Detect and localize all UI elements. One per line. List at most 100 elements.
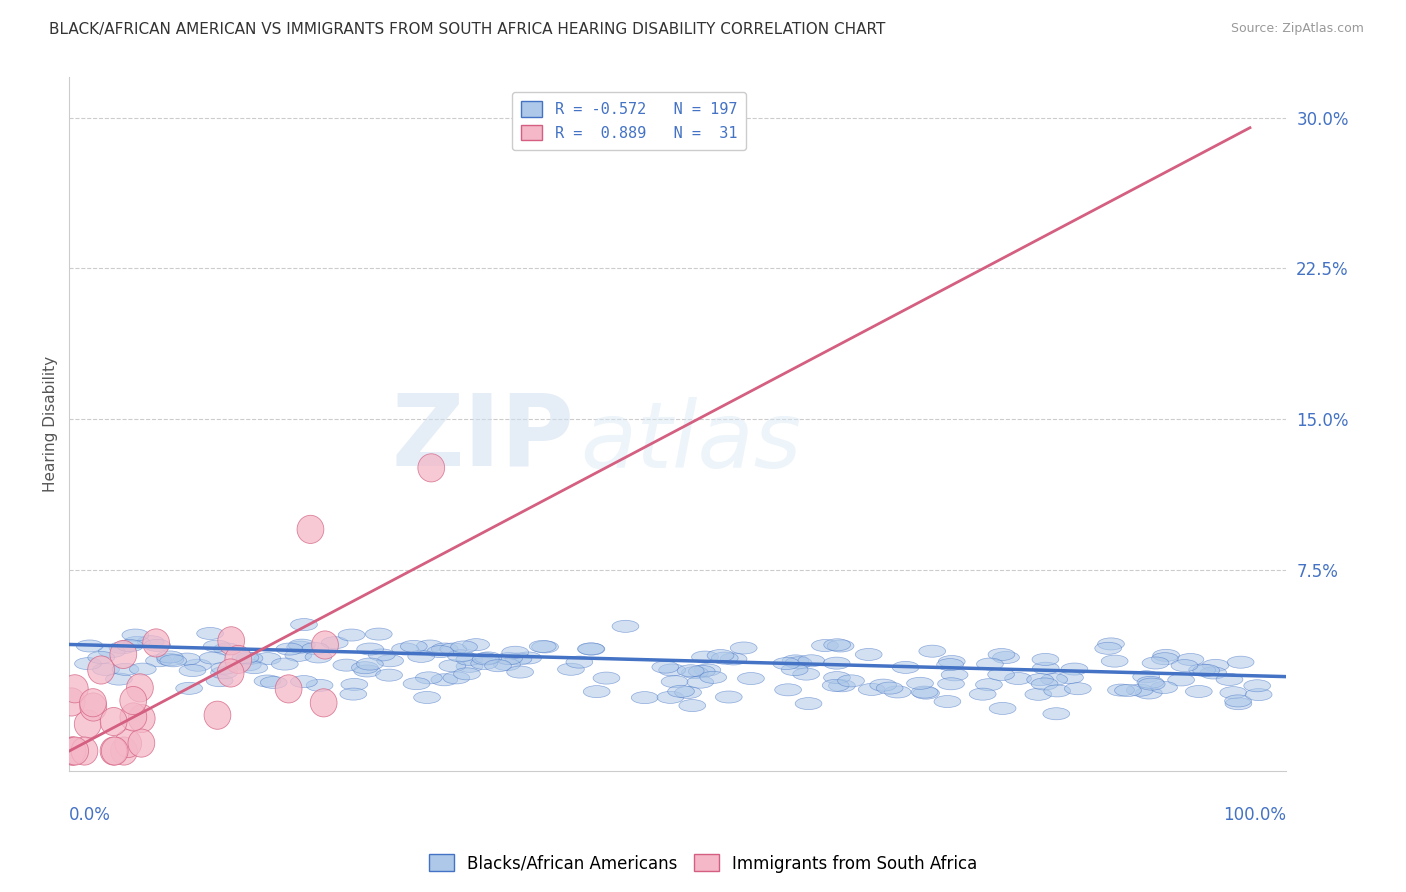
Ellipse shape [456,660,482,673]
Ellipse shape [811,640,838,652]
Ellipse shape [1057,672,1084,683]
Ellipse shape [1101,655,1128,667]
Ellipse shape [287,641,314,653]
Ellipse shape [87,651,114,664]
Ellipse shape [122,629,149,641]
Ellipse shape [1031,678,1057,690]
Ellipse shape [692,651,718,663]
Ellipse shape [128,705,155,732]
Ellipse shape [375,669,402,681]
Ellipse shape [531,640,558,653]
Ellipse shape [432,643,458,655]
Ellipse shape [558,664,585,675]
Text: 100.0%: 100.0% [1223,805,1286,824]
Ellipse shape [578,643,605,655]
Ellipse shape [451,640,478,653]
Ellipse shape [827,640,853,652]
Ellipse shape [515,652,541,664]
Ellipse shape [211,662,238,674]
Ellipse shape [217,659,245,687]
Ellipse shape [276,675,302,703]
Ellipse shape [156,651,183,663]
Ellipse shape [907,677,934,690]
Ellipse shape [689,665,716,677]
Ellipse shape [1177,654,1204,665]
Ellipse shape [98,646,125,657]
Ellipse shape [127,673,153,702]
Ellipse shape [120,703,146,731]
Ellipse shape [941,669,967,681]
Ellipse shape [782,655,808,667]
Ellipse shape [120,687,146,714]
Ellipse shape [496,653,523,665]
Ellipse shape [1142,657,1168,669]
Ellipse shape [1153,649,1180,661]
Ellipse shape [716,691,742,703]
Ellipse shape [100,707,127,736]
Ellipse shape [934,696,960,707]
Text: Source: ZipAtlas.com: Source: ZipAtlas.com [1230,22,1364,36]
Ellipse shape [855,648,882,660]
Ellipse shape [254,653,281,665]
Ellipse shape [711,652,738,665]
Ellipse shape [115,730,142,757]
Ellipse shape [93,664,120,675]
Ellipse shape [1188,664,1216,676]
Ellipse shape [631,691,658,704]
Ellipse shape [658,664,686,676]
Ellipse shape [682,666,709,679]
Ellipse shape [110,640,136,668]
Ellipse shape [828,680,855,692]
Ellipse shape [456,653,482,665]
Ellipse shape [75,710,101,739]
Ellipse shape [1095,642,1122,655]
Ellipse shape [418,454,444,482]
Ellipse shape [936,658,963,671]
Ellipse shape [340,679,368,690]
Ellipse shape [291,675,318,688]
Ellipse shape [707,649,734,662]
Ellipse shape [439,660,465,672]
Ellipse shape [75,657,101,670]
Ellipse shape [87,656,114,684]
Ellipse shape [80,689,107,717]
Ellipse shape [969,688,995,700]
Ellipse shape [773,657,800,670]
Ellipse shape [824,672,851,683]
Ellipse shape [529,640,557,652]
Ellipse shape [204,701,231,730]
Ellipse shape [1202,659,1229,672]
Ellipse shape [1139,678,1166,690]
Ellipse shape [1133,671,1160,682]
Ellipse shape [307,680,333,691]
Ellipse shape [1185,685,1212,698]
Ellipse shape [824,639,851,651]
Ellipse shape [1136,687,1163,699]
Ellipse shape [938,656,965,667]
Ellipse shape [366,628,392,640]
Ellipse shape [471,657,498,670]
Ellipse shape [1062,663,1088,675]
Ellipse shape [1216,673,1243,685]
Ellipse shape [796,698,823,710]
Ellipse shape [911,686,938,698]
Ellipse shape [240,662,267,673]
Ellipse shape [583,686,610,698]
Ellipse shape [1192,665,1219,676]
Ellipse shape [432,673,458,686]
Ellipse shape [668,685,695,698]
Ellipse shape [146,655,173,667]
Ellipse shape [312,631,339,659]
Ellipse shape [1199,667,1226,679]
Ellipse shape [357,658,384,670]
Ellipse shape [1043,707,1070,720]
Ellipse shape [679,699,706,712]
Ellipse shape [1246,689,1272,700]
Ellipse shape [297,516,323,543]
Ellipse shape [225,646,252,673]
Text: ZIP: ZIP [391,390,575,487]
Ellipse shape [505,653,531,665]
Ellipse shape [59,737,86,765]
Ellipse shape [893,661,920,673]
Ellipse shape [218,627,245,655]
